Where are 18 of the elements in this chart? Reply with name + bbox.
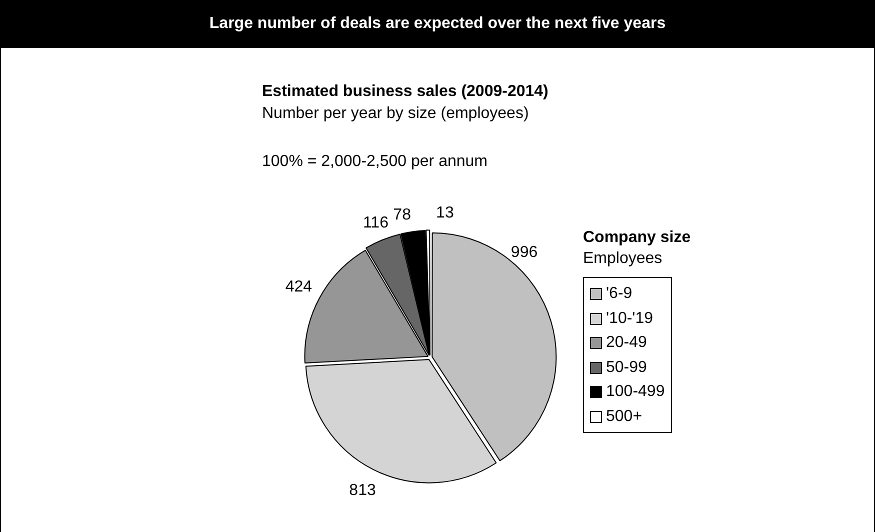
chart-title: Large number of deals are expected over the next five years [0,0,875,48]
data-label: 78 [393,206,412,224]
legend-label: 20-49 [606,334,647,352]
legend-label: 50-99 [606,358,647,377]
data-label: 996 [510,244,538,262]
legend-label: '6-9 [606,285,632,304]
data-label: 13 [436,204,454,222]
legend-title: Company size [583,229,691,247]
legend-label: 500+ [606,408,642,426]
legend-label: 100-499 [606,383,665,402]
legend-label: '10-'19 [606,310,654,328]
text: Employees [583,250,662,268]
data-label: 424 [285,278,312,296]
data-label: 813 [349,482,376,499]
data-label: 116 [362,214,389,232]
text: Number per year by size (employees) [262,105,529,123]
chart-subtitle: Estimated business sales (2009-2014) [262,83,548,101]
text: 100% = 2,000-2,500 per annum [262,153,488,171]
